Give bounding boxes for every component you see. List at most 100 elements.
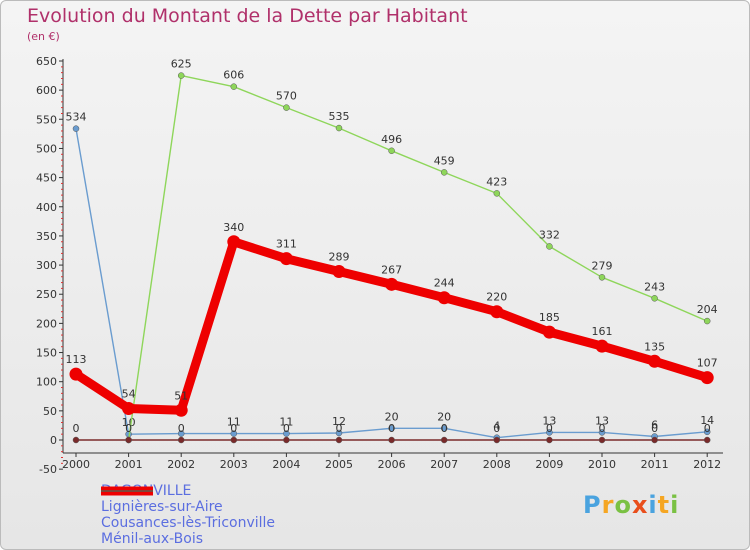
data-label: 496 xyxy=(381,133,402,146)
data-point xyxy=(388,425,395,432)
data-point xyxy=(703,317,711,325)
x-tick-label: 2004 xyxy=(272,458,300,471)
data-point xyxy=(72,436,80,444)
logo-letter: x xyxy=(631,491,649,519)
logo-letter: P xyxy=(583,491,602,519)
data-point xyxy=(598,436,606,444)
legend-label: Cousances-lès-Triconville xyxy=(101,515,276,531)
data-label: 113 xyxy=(66,353,87,366)
data-point xyxy=(703,436,711,444)
x-tick-label: 2010 xyxy=(588,458,616,471)
data-label: 625 xyxy=(171,58,192,71)
data-label: 204 xyxy=(697,303,718,316)
y-tick-label: 500 xyxy=(36,142,57,155)
data-label: 11 xyxy=(227,416,241,429)
x-tick-label: 2001 xyxy=(115,458,143,471)
data-point xyxy=(177,436,185,444)
x-tick-label: 2007 xyxy=(430,458,458,471)
legend: DAGONVILLE Lignières-sur-Aire Cousances-… xyxy=(101,483,275,547)
data-label: 243 xyxy=(644,280,665,293)
data-label: 289 xyxy=(329,250,350,263)
data-label: 185 xyxy=(539,311,560,324)
legend-swatch xyxy=(101,490,153,492)
data-point xyxy=(546,436,553,444)
data-label: 51 xyxy=(174,389,188,402)
data-point xyxy=(440,436,448,444)
y-tick-label: 450 xyxy=(36,172,57,185)
logo-letter: i xyxy=(670,491,680,519)
data-label: 13 xyxy=(542,414,556,427)
data-point xyxy=(595,339,609,353)
data-point xyxy=(546,243,553,250)
data-point xyxy=(174,403,188,417)
data-label: 0 xyxy=(388,422,395,435)
data-point xyxy=(385,277,399,291)
data-point xyxy=(332,264,346,278)
y-tick-label: 600 xyxy=(36,84,57,97)
x-tick-label: 2005 xyxy=(325,458,353,471)
chart-title: Evolution du Montant de la Dette par Hab… xyxy=(27,5,468,27)
data-label: 534 xyxy=(66,111,87,124)
data-point xyxy=(335,124,343,132)
data-point xyxy=(122,402,136,416)
data-point xyxy=(283,430,290,437)
legend-item: Cousances-lès-Triconville xyxy=(101,490,276,531)
data-point xyxy=(125,436,132,444)
x-tick-label: 2006 xyxy=(378,458,406,471)
data-point xyxy=(230,83,238,90)
data-label: 54 xyxy=(122,388,136,401)
proxiti-logo: Proxiti xyxy=(583,491,679,519)
y-tick-label: 300 xyxy=(36,259,57,272)
data-point xyxy=(440,169,448,176)
data-label: 220 xyxy=(486,291,507,304)
data-label: 12 xyxy=(332,415,346,428)
y-tick-label: 0 xyxy=(50,434,57,447)
data-point xyxy=(598,429,606,436)
legend-label: Ménil-aux-Bois xyxy=(101,531,204,547)
data-point xyxy=(283,436,290,444)
chart-subtitle: (en €) xyxy=(27,30,60,43)
y-tick-label: 400 xyxy=(36,201,57,214)
y-tick-label: 350 xyxy=(36,230,57,243)
data-label: 0 xyxy=(336,422,343,435)
data-point xyxy=(651,295,658,302)
data-point xyxy=(700,371,714,385)
data-point xyxy=(227,235,241,249)
data-point xyxy=(437,291,451,305)
data-point xyxy=(69,367,83,381)
data-label: 535 xyxy=(329,110,350,123)
data-label: 459 xyxy=(434,154,455,167)
data-label: 20 xyxy=(437,410,451,423)
data-point xyxy=(230,430,238,437)
data-label: 332 xyxy=(539,228,560,241)
data-point xyxy=(230,436,238,444)
data-label: 161 xyxy=(592,325,613,338)
y-tick-label: 550 xyxy=(36,113,57,126)
logo-letter: r xyxy=(601,491,615,519)
data-point xyxy=(490,305,504,319)
x-tick-label: 2009 xyxy=(535,458,563,471)
data-point xyxy=(703,428,711,436)
data-point xyxy=(283,104,290,111)
data-point xyxy=(440,425,448,432)
data-label: 4 xyxy=(493,420,500,433)
data-label: 20 xyxy=(385,410,399,423)
y-tick-label: 50 xyxy=(43,405,57,418)
logo-letter: i xyxy=(648,491,658,519)
logo-letter: o xyxy=(614,491,632,519)
data-label: 279 xyxy=(592,259,613,272)
data-label: 423 xyxy=(486,175,507,188)
y-tick-label: 150 xyxy=(36,347,57,360)
legend-item: Lignières-sur-Aire xyxy=(101,490,275,515)
x-tick-label: 2011 xyxy=(641,458,669,471)
data-label: 0 xyxy=(704,422,711,435)
x-tick-label: 2000 xyxy=(62,458,90,471)
data-point xyxy=(388,147,395,155)
data-label: 606 xyxy=(223,69,244,82)
x-tick-label: 2008 xyxy=(483,458,511,471)
data-point xyxy=(177,72,185,79)
data-label: 0 xyxy=(441,422,448,435)
data-label: 11 xyxy=(279,416,293,429)
